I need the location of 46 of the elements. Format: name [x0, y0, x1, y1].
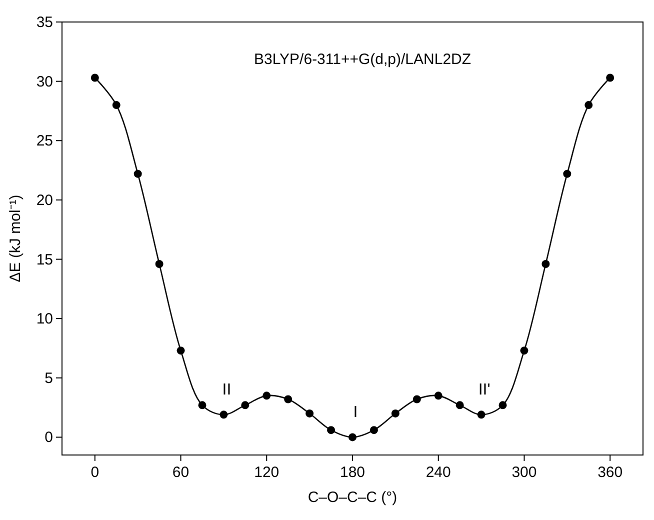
point: [391, 409, 400, 418]
point: [606, 74, 614, 82]
y-tick-label: 25: [36, 132, 53, 150]
point: [412, 395, 421, 404]
annotation: I: [353, 404, 358, 422]
y-tick-label: 30: [36, 73, 53, 90]
x-tick-label: 360: [598, 464, 623, 481]
point: [155, 260, 164, 268]
point: [542, 260, 550, 268]
point: [306, 409, 314, 418]
point: [112, 101, 120, 110]
x-tick-label: 180: [340, 464, 366, 481]
y-tick-label: 10: [36, 310, 53, 328]
point: [498, 401, 507, 410]
annotation: II': [478, 382, 490, 399]
y-tick-label: 20: [36, 192, 53, 209]
x-tick-label: 240: [426, 464, 451, 481]
y-tick-label: 35: [36, 14, 53, 31]
x-tick-label: 60: [172, 464, 190, 481]
y-tick-label: 0: [44, 429, 53, 446]
y-tick-label: 5: [44, 370, 53, 387]
point: [434, 392, 442, 400]
point: [563, 170, 572, 178]
point: [348, 433, 356, 442]
point: [520, 346, 528, 355]
point: [262, 392, 271, 400]
y-axis-title: ΔE (kJ mol⁻¹): [7, 194, 24, 282]
annotation: B3LYP/6-311++G(d,p)/LANL2DZ: [254, 51, 472, 68]
x-tick-label: 300: [512, 464, 537, 481]
point: [284, 395, 292, 404]
point: [220, 410, 228, 419]
annotation: II: [222, 382, 232, 399]
y-tick-label: 15: [36, 251, 53, 268]
point: [477, 410, 486, 419]
point: [327, 426, 336, 434]
x-tick-label: 0: [90, 464, 100, 481]
point: [456, 401, 464, 410]
point: [176, 346, 185, 355]
point: [241, 401, 250, 410]
x-tick-label: 120: [254, 464, 280, 481]
point: [198, 401, 206, 410]
point: [584, 101, 593, 110]
x-axis-title: C–O–C–C (°): [308, 489, 398, 506]
point: [90, 74, 99, 82]
point: [134, 170, 142, 178]
point: [370, 426, 378, 434]
